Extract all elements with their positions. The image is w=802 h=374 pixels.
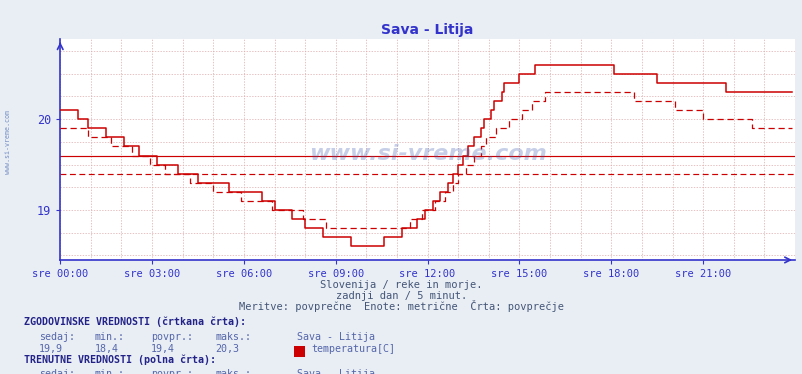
Text: maks.:: maks.: [215,369,251,374]
Text: 19,9: 19,9 [38,344,63,354]
Text: 20,3: 20,3 [215,344,239,354]
Text: Sava - Litija: Sava - Litija [297,369,375,374]
Text: www.si-vreme.com: www.si-vreme.com [5,110,11,174]
Text: Slovenija / reke in morje.: Slovenija / reke in morje. [320,280,482,290]
Text: temperatura[C]: temperatura[C] [311,344,395,354]
Text: 19,4: 19,4 [151,344,175,354]
Text: TRENUTNE VREDNOSTI (polna črta):: TRENUTNE VREDNOSTI (polna črta): [24,354,216,365]
Text: povpr.:: povpr.: [151,369,192,374]
Text: ZGODOVINSKE VREDNOSTI (črtkana črta):: ZGODOVINSKE VREDNOSTI (črtkana črta): [24,317,245,327]
Text: 18,4: 18,4 [95,344,119,354]
Text: Meritve: povprečne  Enote: metrične  Črta: povprečje: Meritve: povprečne Enote: metrične Črta:… [239,300,563,312]
Text: sedaj:: sedaj: [38,332,75,341]
Text: maks.:: maks.: [215,332,251,341]
Text: sedaj:: sedaj: [38,369,75,374]
Text: min.:: min.: [95,332,124,341]
Text: povpr.:: povpr.: [151,332,192,341]
Text: zadnji dan / 5 minut.: zadnji dan / 5 minut. [335,291,467,301]
Text: www.si-vreme.com: www.si-vreme.com [308,144,546,164]
Title: Sava - Litija: Sava - Litija [381,23,473,37]
Text: Sava - Litija: Sava - Litija [297,332,375,341]
Text: min.:: min.: [95,369,124,374]
